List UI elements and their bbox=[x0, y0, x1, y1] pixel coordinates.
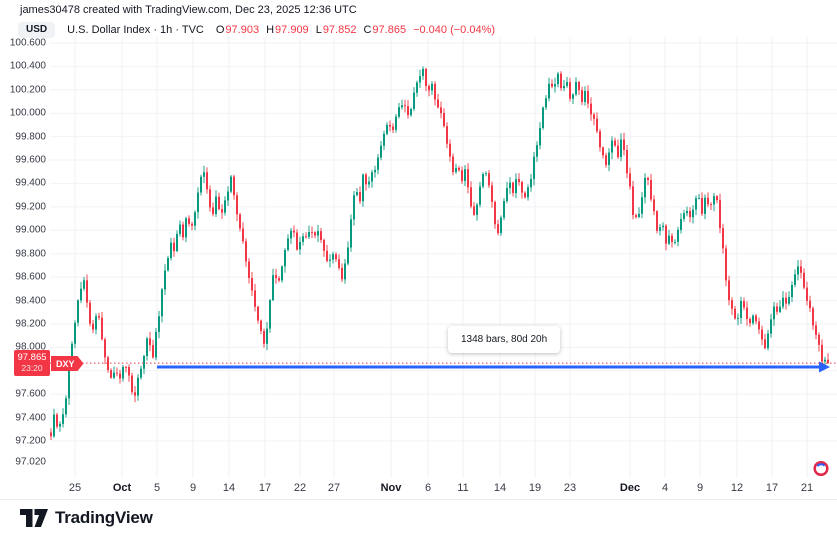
price-axis-tick: 98.600 bbox=[15, 271, 46, 283]
time-axis-tick: 23 bbox=[563, 482, 577, 494]
tradingview-logo-icon bbox=[20, 509, 48, 527]
time-axis-tick: Nov bbox=[380, 482, 402, 494]
bar-countdown: 23:20 bbox=[21, 362, 43, 373]
last-price-value: 97.865 bbox=[17, 351, 47, 363]
price-axis-tick: 99.800 bbox=[15, 131, 46, 143]
price-axis-tick: 99.200 bbox=[15, 201, 46, 213]
time-axis-tick: Oct bbox=[112, 482, 132, 494]
time-axis-tick: 25 bbox=[68, 482, 82, 494]
high-value: 97.909 bbox=[275, 24, 309, 36]
price-axis-tick: 100.600 bbox=[9, 37, 46, 49]
snapshot-attribution: james30478 created with TradingView.com,… bbox=[20, 4, 357, 16]
last-price-label: 97.865 23:20 bbox=[14, 350, 50, 376]
ohlc-values: O 97.903 H 97.909 L 97.852 C 97.865 −0.040 (… bbox=[216, 24, 495, 36]
close-label: C bbox=[363, 24, 372, 36]
price-axis-tick: 97.200 bbox=[15, 435, 46, 447]
tradingview-logo[interactable]: TradingView bbox=[20, 508, 153, 528]
time-axis-tick: 9 bbox=[696, 482, 704, 494]
currency-badge: USD bbox=[18, 22, 56, 38]
price-axis-tick: 99.400 bbox=[15, 177, 46, 189]
time-axis-tick: 27 bbox=[327, 482, 341, 494]
price-axis-tick: 98.800 bbox=[15, 248, 46, 260]
price-axis-tick: 98.000 bbox=[15, 341, 46, 353]
price-axis-tick: 97.600 bbox=[15, 388, 46, 400]
price-axis-tick: 98.200 bbox=[15, 318, 46, 330]
time-axis-tick: 4 bbox=[661, 482, 669, 494]
time-axis-tick: 17 bbox=[258, 482, 272, 494]
price-axis-tick: 98.400 bbox=[15, 295, 46, 306]
close-value: 97.865 bbox=[372, 24, 407, 36]
high-label: H bbox=[266, 24, 275, 36]
price-axis-tick: 97.400 bbox=[15, 412, 46, 423]
price-axis-tick: 100.200 bbox=[9, 84, 46, 96]
price-axis-tick: 99.000 bbox=[15, 224, 46, 236]
time-axis-tick: 22 bbox=[293, 482, 307, 494]
low-label: L bbox=[315, 24, 322, 36]
exchange-badge-icon bbox=[813, 460, 829, 477]
time-axis-tick: 11 bbox=[457, 482, 469, 494]
time-axis-tick: 12 bbox=[730, 482, 744, 494]
price-axis-tick: 99.600 bbox=[15, 154, 46, 166]
time-axis-tick: Dec bbox=[619, 482, 641, 494]
price-axis-tick: 97.020 bbox=[15, 456, 46, 468]
price-axis-tick: 100.400 bbox=[9, 60, 46, 72]
change-value: −0.040 (−0.04%) bbox=[413, 24, 496, 36]
time-axis-tick: 21 bbox=[800, 482, 814, 494]
measure-tool-label: 1348 bars, 80d 20h bbox=[448, 326, 561, 353]
time-axis-tick: 5 bbox=[153, 482, 161, 494]
tradingview-logo-text: TradingView bbox=[55, 508, 153, 527]
time-axis-tick: 14 bbox=[493, 482, 507, 494]
symbol-title: U.S. Dollar Index · 1h · TVC bbox=[67, 24, 204, 36]
symbol-legend: USD U.S. Dollar Index · 1h · TVC O 97.903… bbox=[18, 21, 495, 39]
price-axis-tick: 100.000 bbox=[9, 107, 46, 119]
time-axis-tick: 14 bbox=[222, 482, 236, 494]
open-label: O bbox=[215, 24, 225, 36]
low-value: 97.852 bbox=[322, 24, 357, 36]
time-axis-tick: 6 bbox=[424, 482, 432, 494]
symbol-price-tag: DXY bbox=[51, 356, 84, 371]
axis-separator bbox=[0, 499, 837, 500]
time-axis-tick: 19 bbox=[528, 482, 542, 494]
time-axis-tick: 17 bbox=[765, 482, 779, 494]
time-axis-tick: 9 bbox=[189, 482, 197, 494]
open-value: 97.903 bbox=[225, 24, 260, 36]
